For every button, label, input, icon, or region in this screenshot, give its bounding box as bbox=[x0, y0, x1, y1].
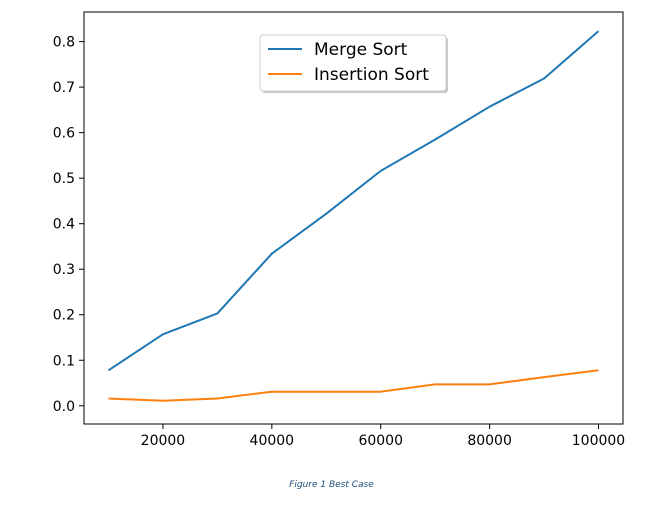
x-tick-label: 60000 bbox=[358, 433, 403, 449]
y-tick-label: 0.0 bbox=[53, 399, 75, 415]
legend-label: Merge Sort bbox=[314, 40, 408, 60]
series-line-merge-sort bbox=[107, 30, 600, 372]
legend-box bbox=[259, 34, 447, 92]
y-tick-label: 0.5 bbox=[53, 171, 75, 187]
plot-frame bbox=[83, 11, 624, 425]
plot-area bbox=[83, 11, 624, 425]
y-tick-label: 0.3 bbox=[53, 262, 75, 278]
x-tick-label: 80000 bbox=[467, 433, 512, 449]
legend: Merge Sort Insertion Sort bbox=[259, 34, 448, 93]
series-lines bbox=[107, 30, 600, 402]
x-axis: 20000 40000 60000 80000 100000 bbox=[141, 424, 625, 449]
y-tick-label: 0.4 bbox=[53, 217, 75, 233]
y-tick-label: 0.7 bbox=[53, 80, 75, 96]
x-tick-label: 20000 bbox=[141, 433, 186, 449]
figure-caption: Figure 1 Best Case bbox=[289, 480, 374, 490]
legend-label: Insertion Sort bbox=[314, 65, 429, 85]
y-tick-label: 0.6 bbox=[53, 126, 75, 142]
y-tick-label: 0.8 bbox=[53, 35, 75, 51]
y-tick-label: 0.2 bbox=[53, 308, 75, 324]
y-tick-label: 0.1 bbox=[53, 353, 75, 369]
line-chart: 20000 40000 60000 80000 100000 0.00.10.20.30… bbox=[53, 11, 625, 449]
y-axis: 0.0 0.1 0.2 0.3 0.4 0.5 0.6 0.7 0.8 bbox=[53, 35, 84, 415]
x-tick-label: 100000 bbox=[572, 433, 625, 449]
series-line-insertion-sort bbox=[108, 369, 599, 402]
x-tick-label: 40000 bbox=[250, 433, 295, 449]
